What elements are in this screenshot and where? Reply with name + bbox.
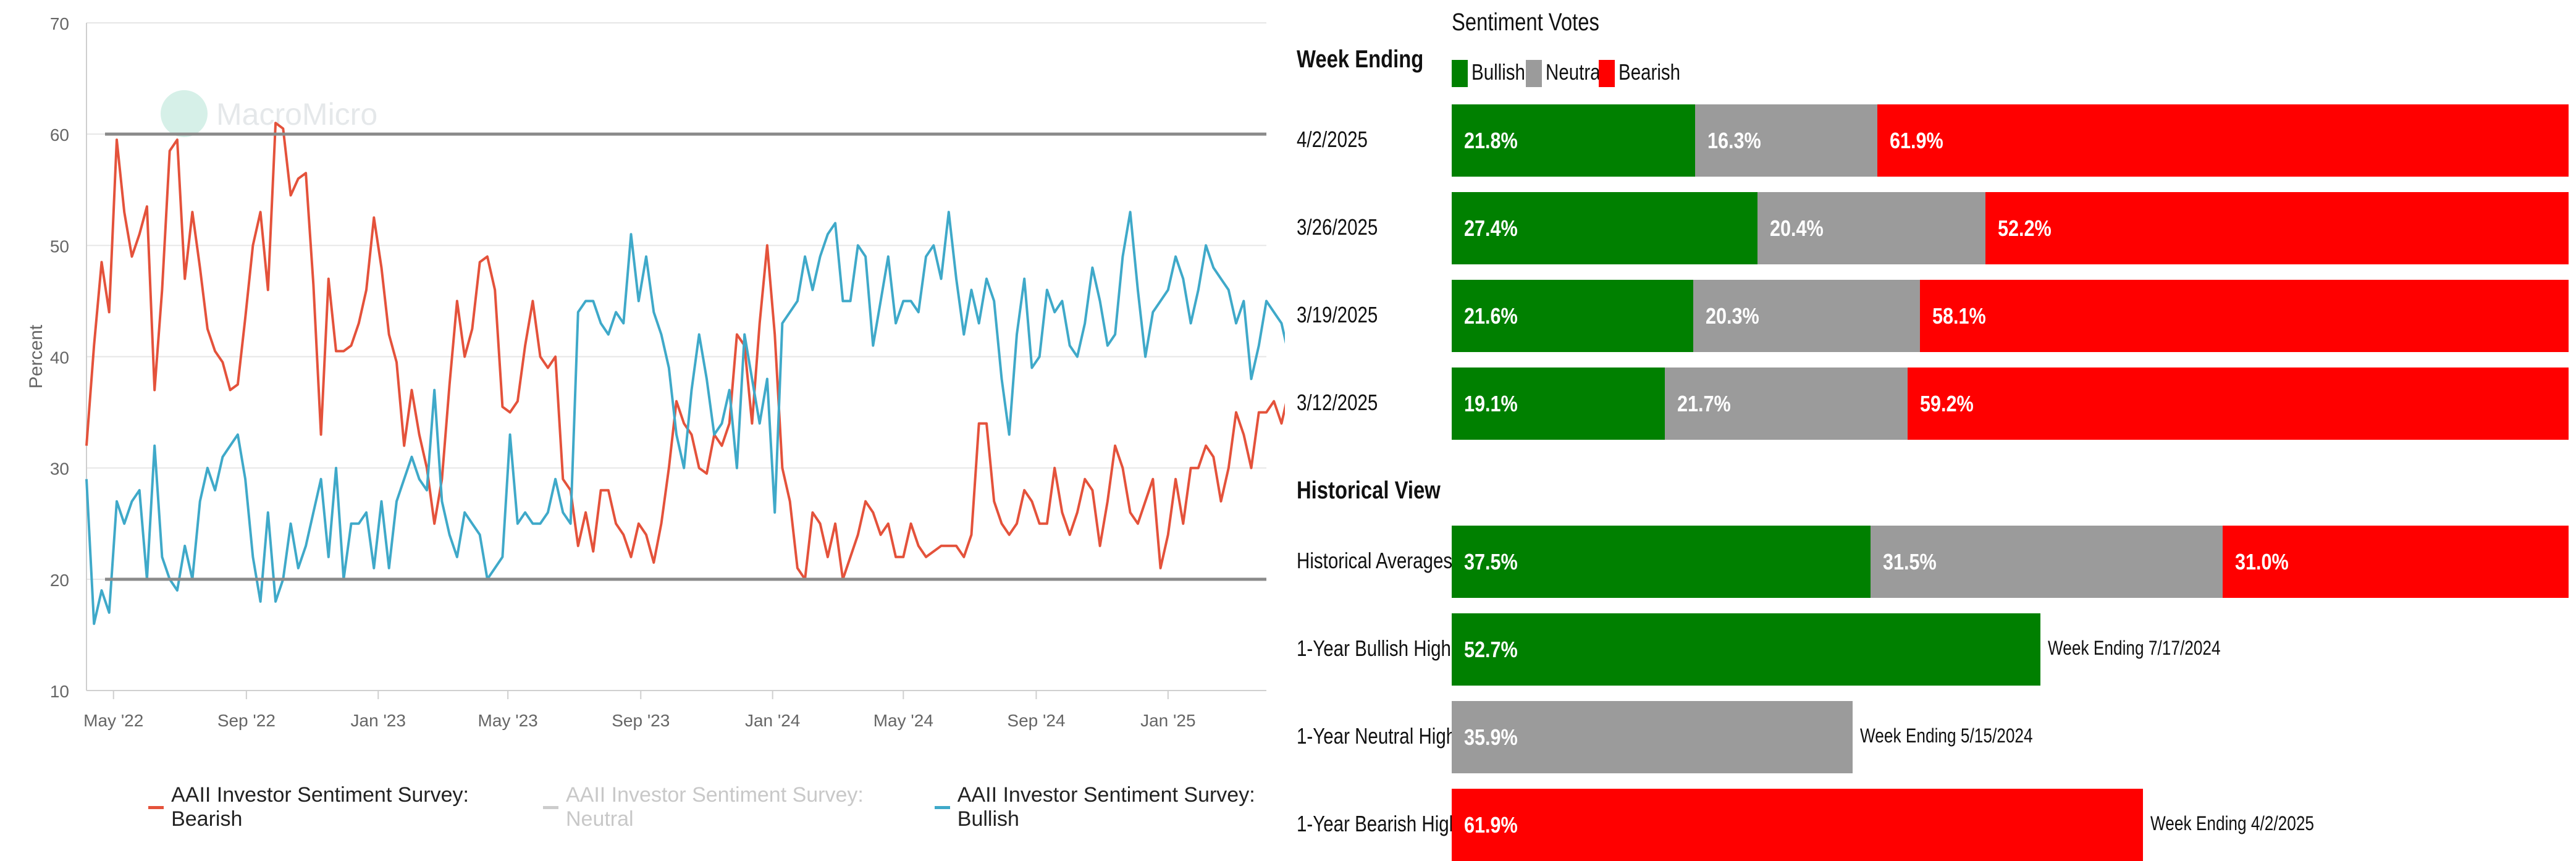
key-label-neutral: Neutral <box>1546 59 1605 85</box>
historical-averages-neutral-segment: 31.5% <box>1871 526 2223 598</box>
series-line-bearish <box>85 122 1285 581</box>
bullish-high-label: 1-Year Bullish High: <box>1297 636 1457 661</box>
week-3-neutral-segment: 21.7% <box>1665 368 1908 440</box>
week-0-neutral-segment: 16.3% <box>1695 104 1877 177</box>
x-tick-label: Jan '23 <box>351 711 406 730</box>
y-tick-label: 30 <box>50 460 69 479</box>
week-0-bullish-segment-value: 21.8% <box>1464 127 1518 153</box>
week-0-bearish-segment-value: 61.9% <box>1889 127 1943 153</box>
x-tick-label: Sep '24 <box>1007 711 1065 730</box>
sentiment-key: Bullish Neutral Bearish <box>1452 58 1884 89</box>
x-tick-label: Jan '24 <box>745 711 800 730</box>
line-chart: MacroMicro 10 20 30 40 50 60 70 Percent May '22 Se… <box>26 14 1285 730</box>
watermark-text: MacroMicro <box>216 97 377 132</box>
week-1-neutral-segment: 20.4% <box>1757 192 1986 264</box>
legend-label-bullish: AAII Investor Sentiment Survey: Bullish <box>957 783 1255 831</box>
historical-averages-bearish-segment: 31.0% <box>2222 526 2569 598</box>
week-label-1: 3/26/2025 <box>1297 214 1378 240</box>
week-3-bearish-segment: 59.2% <box>1907 368 2569 440</box>
watermark-circle <box>161 90 208 137</box>
bearish-high-bar-value: 61.9% <box>1464 812 1518 838</box>
bullish-high-bar-value: 52.7% <box>1464 636 1518 662</box>
key-swatch-neutral <box>1526 60 1542 87</box>
y-tick-label: 20 <box>50 571 69 590</box>
week-0-bullish-segment: 21.8% <box>1452 104 1696 177</box>
x-tick-label: Sep '22 <box>217 711 276 730</box>
week-label-3: 3/12/2025 <box>1297 390 1378 415</box>
historical-averages-bearish-segment-value: 31.0% <box>2234 548 2289 574</box>
sentiment-bar-panel: Sentiment Votes Bullish Neutral Bearish … <box>1285 0 2576 861</box>
line-chart-legend: AAII Investor Sentiment Survey: Bearish … <box>148 783 1285 831</box>
legend-swatch-bearish <box>148 805 164 809</box>
week-0-bearish-segment: 61.9% <box>1877 104 2569 177</box>
y-tick-label: 40 <box>50 348 69 368</box>
y-tick-label: 50 <box>50 237 69 256</box>
key-swatch-bearish <box>1599 60 1615 87</box>
legend-item-neutral[interactable]: AAII Investor Sentiment Survey: Neutral <box>542 783 899 831</box>
historical-averages-label: Historical Averages <box>1297 548 1453 573</box>
bearish-high-label: 1-Year Bearish High <box>1297 811 1460 836</box>
week-3-bullish-segment: 19.1% <box>1452 368 1665 440</box>
week-1-bullish-segment-value: 27.4% <box>1464 215 1518 241</box>
week-2-bearish-segment-value: 58.1% <box>1932 303 1986 329</box>
week-2-bullish-segment: 21.6% <box>1452 280 1693 352</box>
week-2-bearish-segment: 58.1% <box>1919 280 2569 352</box>
week-label-0: 4/2/2025 <box>1297 127 1368 152</box>
key-swatch-bullish <box>1452 60 1468 87</box>
x-tick-label: Jan '25 <box>1140 711 1195 730</box>
sentiment-votes-title: Sentiment Votes <box>1452 9 1599 36</box>
y-tick-label: 60 <box>50 125 69 145</box>
y-tick-label: 70 <box>50 14 69 33</box>
week-3-bullish-segment-value: 19.1% <box>1464 390 1518 416</box>
key-label-bullish: Bullish <box>1471 59 1525 85</box>
week-1-bearish-segment: 52.2% <box>1985 192 2569 264</box>
watermark-logo: MacroMicro <box>161 90 377 137</box>
week-1-bullish-segment: 27.4% <box>1452 192 1758 264</box>
series-line-bullish <box>85 211 1285 625</box>
week-2-neutral-segment: 20.3% <box>1693 280 1920 352</box>
legend-swatch-bullish <box>934 805 950 809</box>
week-label-2: 3/19/2025 <box>1297 302 1378 327</box>
historical-averages-neutral-segment-value: 31.5% <box>1883 548 1937 574</box>
week-0-neutral-segment-value: 16.3% <box>1707 127 1761 153</box>
x-tick-label: May '24 <box>873 711 933 730</box>
week-ending-heading: Week Ending <box>1297 46 1424 73</box>
week-1-bearish-segment-value: 52.2% <box>1998 215 2052 241</box>
bearish-high-bar: 61.9% <box>1452 789 2144 861</box>
neutral-high-bar: 35.9% <box>1452 701 1853 773</box>
key-label-bearish: Bearish <box>1618 59 1681 85</box>
legend-item-bearish[interactable]: AAII Investor Sentiment Survey: Bearish <box>148 783 507 831</box>
week-2-neutral-segment-value: 20.3% <box>1705 303 1759 329</box>
legend-label-neutral: AAII Investor Sentiment Survey: Neutral <box>565 783 864 831</box>
x-tick-label: May '23 <box>478 711 538 730</box>
historical-averages-bullish-segment: 37.5% <box>1452 526 1871 598</box>
line-chart-panel: MacroMicro 10 20 30 40 50 60 70 Percent May '22 Se… <box>0 0 1285 860</box>
historical-view-heading: Historical View <box>1297 477 1441 504</box>
neutral-high-note: Week Ending 5/15/2024 <box>1860 724 2033 747</box>
y-tick-label: 10 <box>50 682 69 701</box>
week-3-bearish-segment-value: 59.2% <box>1919 390 1974 416</box>
week-3-neutral-segment-value: 21.7% <box>1677 390 1732 416</box>
x-tick-label: May '22 <box>83 711 143 730</box>
legend-swatch-neutral <box>542 805 558 809</box>
bullish-high-bar: 52.7% <box>1452 613 2040 686</box>
legend-item-bullish[interactable]: AAII Investor Sentiment Survey: Bullish <box>934 783 1285 831</box>
bullish-high-note: Week Ending 7/17/2024 <box>2047 637 2221 659</box>
week-2-bullish-segment-value: 21.6% <box>1464 303 1518 329</box>
historical-averages-bullish-segment-value: 37.5% <box>1464 548 1518 574</box>
week-1-neutral-segment-value: 20.4% <box>1770 215 1824 241</box>
bearish-high-note: Week Ending 4/2/2025 <box>2150 812 2315 834</box>
legend-label-bearish: AAII Investor Sentiment Survey: Bearish <box>171 783 469 831</box>
y-axis-label: Percent <box>26 324 46 388</box>
neutral-high-label: 1-Year Neutral High <box>1297 723 1457 749</box>
x-tick-label: Sep '23 <box>612 711 670 730</box>
neutral-high-bar-value: 35.9% <box>1464 724 1518 750</box>
